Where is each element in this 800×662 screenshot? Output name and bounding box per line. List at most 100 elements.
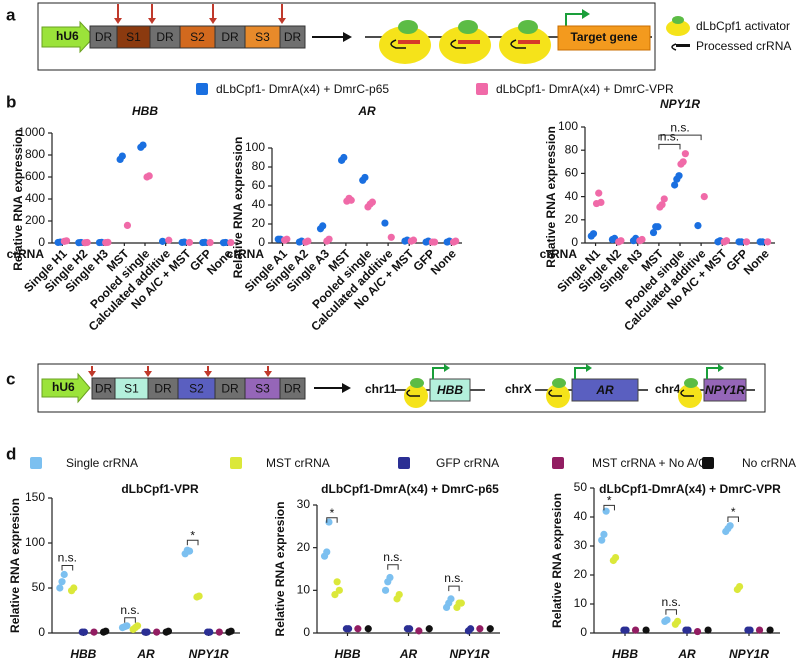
data-point xyxy=(354,625,362,633)
data-point xyxy=(600,530,608,539)
cleavage-arrow-head xyxy=(209,18,217,24)
y-tick-label: 50 xyxy=(32,580,46,594)
data-point xyxy=(340,153,348,162)
array-element-label: DR xyxy=(95,382,113,396)
data-point xyxy=(62,237,71,245)
y-tick-label: 0 xyxy=(38,235,45,249)
legend-label: MST crRNA xyxy=(266,456,330,470)
chart-title: HBB xyxy=(132,104,158,118)
chromosome-label: chr4 xyxy=(655,382,681,396)
data-point xyxy=(654,223,662,231)
data-point xyxy=(56,584,64,592)
data-point xyxy=(364,625,372,633)
y-axis-label: Relative RNA expression xyxy=(544,126,558,268)
y-tick-label: 0 xyxy=(580,625,587,639)
significance-label: n.s. xyxy=(662,595,681,609)
chart-title: dLbCpf1-VPR xyxy=(121,482,199,496)
significance-label: * xyxy=(190,528,195,542)
chart-title: dLbCpf1-DmrA(x4) + DmrC-p65 xyxy=(321,482,499,496)
array-element-label: S2 xyxy=(190,30,205,44)
panel-label: c xyxy=(6,369,15,388)
data-point xyxy=(660,195,668,203)
significance-label: n.s. xyxy=(660,130,679,144)
data-point xyxy=(323,548,331,556)
x-axis-label: crRNA xyxy=(540,247,578,261)
data-point xyxy=(90,628,98,636)
chart-title: dLbCpf1-DmrA(x4) + DmrC-VPR xyxy=(599,482,781,496)
array-element-label: S3 xyxy=(255,382,270,396)
data-point xyxy=(766,626,774,634)
data-point xyxy=(180,238,188,246)
legend-swatch xyxy=(30,457,42,469)
chart-title: NPY1R xyxy=(660,97,700,111)
cleavage-arrow-head xyxy=(144,371,152,377)
y-axis-label: Relative RNA expresion xyxy=(273,502,287,637)
y-tick-label: 200 xyxy=(25,213,45,227)
legend-label: MST crRNA + No A/C xyxy=(592,456,707,470)
data-point xyxy=(742,238,751,246)
legend-crrna-icon xyxy=(671,43,677,51)
promoter-label: hU6 xyxy=(52,380,75,394)
significance-bracket xyxy=(658,134,702,141)
y-tick-label: 0 xyxy=(258,235,265,249)
legend-activator-icon xyxy=(672,16,684,24)
data-point xyxy=(722,237,731,245)
y-tick-label: 40 xyxy=(574,509,588,523)
data-point xyxy=(335,586,343,594)
data-point xyxy=(153,628,161,636)
data-point xyxy=(361,173,369,182)
data-point xyxy=(123,622,131,630)
gene-label: NPY1R xyxy=(705,383,745,397)
data-point xyxy=(642,626,650,634)
chromosome-label: chr11 xyxy=(365,382,397,396)
crrna xyxy=(680,389,694,397)
activator-top xyxy=(410,378,424,388)
y-tick-label: 100 xyxy=(558,119,578,133)
x-tick-label: None xyxy=(428,246,459,277)
data-point xyxy=(726,522,734,530)
data-point xyxy=(206,238,214,247)
data-point xyxy=(201,238,209,246)
x-tick-label: AR xyxy=(399,647,418,661)
data-point xyxy=(215,628,223,636)
data-point xyxy=(304,237,312,245)
data-point xyxy=(755,626,764,634)
data-point xyxy=(60,570,68,579)
significance-bracket xyxy=(603,504,615,511)
data-point xyxy=(737,238,745,246)
significance-bracket xyxy=(665,609,677,615)
y-tick-label: 0 xyxy=(303,625,310,639)
activator-top xyxy=(684,378,698,388)
array-element xyxy=(279,377,306,400)
significance-bracket xyxy=(61,565,74,571)
significance-bracket xyxy=(658,143,681,150)
process-arrow-head xyxy=(343,32,352,42)
significance-label: n.s. xyxy=(444,571,463,585)
array-element-label: S3 xyxy=(255,30,270,44)
y-tick-label: 30 xyxy=(297,497,311,511)
y-axis-label: Relative RNA expression xyxy=(231,137,245,279)
legend-swatch xyxy=(398,457,410,469)
y-tick-label: 600 xyxy=(25,169,45,183)
tss-arrow xyxy=(432,367,444,379)
y-axis-label: Relative RNA expression xyxy=(11,129,25,271)
y-tick-label: 150 xyxy=(25,490,45,504)
significance-bracket xyxy=(124,617,136,623)
data-point xyxy=(694,222,702,230)
target-gene xyxy=(557,25,651,51)
data-point xyxy=(319,222,327,230)
y-tick-label: 20 xyxy=(297,540,311,554)
data-point xyxy=(195,592,203,600)
legend-swatch xyxy=(230,457,242,469)
data-point xyxy=(104,238,112,246)
data-point xyxy=(368,198,376,206)
y-tick-label: 0 xyxy=(571,235,578,249)
cleavage-arrow-head xyxy=(114,18,122,24)
activator-complexes xyxy=(379,20,551,64)
gene-label: AR xyxy=(595,383,614,397)
y-tick-label: 100 xyxy=(25,535,45,549)
legend-crrna-icon xyxy=(676,44,690,47)
array-element-label: DR xyxy=(284,382,302,396)
gene-label: HBB xyxy=(437,383,463,397)
legend-label: GFP crRNA xyxy=(436,456,499,470)
